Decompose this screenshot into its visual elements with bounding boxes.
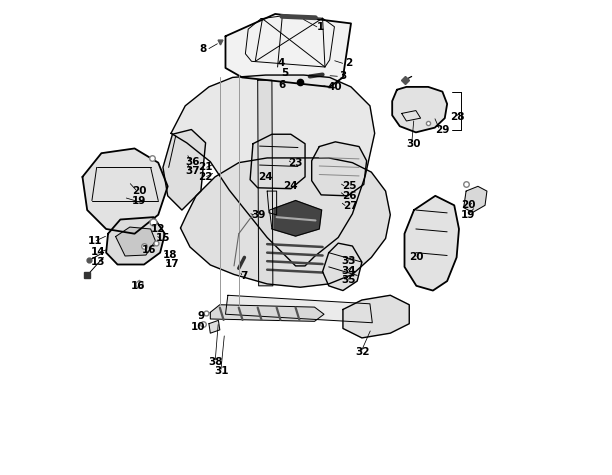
Text: 17: 17 — [165, 259, 180, 269]
Polygon shape — [211, 305, 324, 321]
Polygon shape — [392, 87, 447, 133]
Polygon shape — [225, 14, 351, 87]
Polygon shape — [209, 320, 220, 333]
Text: 33: 33 — [341, 256, 356, 266]
Polygon shape — [116, 227, 155, 256]
Text: 24: 24 — [283, 181, 298, 191]
Text: 32: 32 — [356, 347, 370, 357]
Text: 38: 38 — [209, 357, 223, 367]
Text: 15: 15 — [155, 233, 170, 244]
Text: 8: 8 — [200, 44, 207, 54]
Text: 37: 37 — [185, 166, 200, 176]
Text: 34: 34 — [341, 266, 356, 276]
Polygon shape — [258, 80, 273, 286]
Text: 11: 11 — [88, 236, 102, 246]
Polygon shape — [405, 196, 459, 291]
Text: 31: 31 — [214, 366, 229, 376]
Text: 20: 20 — [461, 200, 476, 210]
Polygon shape — [181, 158, 390, 287]
Text: 3: 3 — [339, 70, 346, 81]
Text: 20: 20 — [132, 186, 146, 196]
Polygon shape — [225, 295, 372, 323]
Text: 40: 40 — [327, 82, 341, 92]
Text: 16: 16 — [141, 245, 156, 255]
Text: 18: 18 — [162, 250, 177, 260]
Text: 22: 22 — [198, 172, 213, 182]
Text: 24: 24 — [258, 172, 273, 182]
Text: 20: 20 — [409, 252, 423, 262]
Text: 28: 28 — [450, 112, 465, 122]
Text: 16: 16 — [130, 281, 145, 291]
Text: 27: 27 — [343, 201, 358, 211]
Text: 21: 21 — [198, 162, 213, 172]
Text: 23: 23 — [288, 158, 303, 168]
Polygon shape — [171, 75, 375, 266]
Polygon shape — [250, 134, 305, 189]
Polygon shape — [464, 186, 487, 212]
Polygon shape — [312, 142, 367, 196]
Text: 6: 6 — [278, 80, 286, 90]
Text: 10: 10 — [191, 322, 205, 332]
Text: 7: 7 — [241, 271, 248, 281]
Text: 1: 1 — [316, 22, 324, 32]
Text: 35: 35 — [341, 275, 356, 285]
Text: 39: 39 — [252, 210, 266, 220]
Text: 36: 36 — [185, 157, 200, 167]
Polygon shape — [106, 217, 165, 265]
Polygon shape — [163, 130, 206, 210]
Polygon shape — [83, 149, 168, 234]
Text: 14: 14 — [91, 247, 106, 256]
Polygon shape — [269, 200, 322, 236]
Text: 19: 19 — [461, 210, 476, 220]
Text: 29: 29 — [435, 124, 450, 134]
Text: 13: 13 — [91, 257, 106, 267]
Text: 19: 19 — [132, 196, 146, 206]
Text: 12: 12 — [151, 224, 165, 234]
Text: 4: 4 — [277, 58, 285, 68]
Polygon shape — [323, 243, 362, 291]
Text: 2: 2 — [345, 58, 353, 68]
Polygon shape — [343, 295, 409, 338]
Text: 9: 9 — [197, 311, 204, 321]
Text: 30: 30 — [407, 139, 421, 149]
Text: 26: 26 — [342, 191, 357, 201]
Text: 25: 25 — [342, 181, 357, 191]
Text: 5: 5 — [281, 67, 288, 78]
